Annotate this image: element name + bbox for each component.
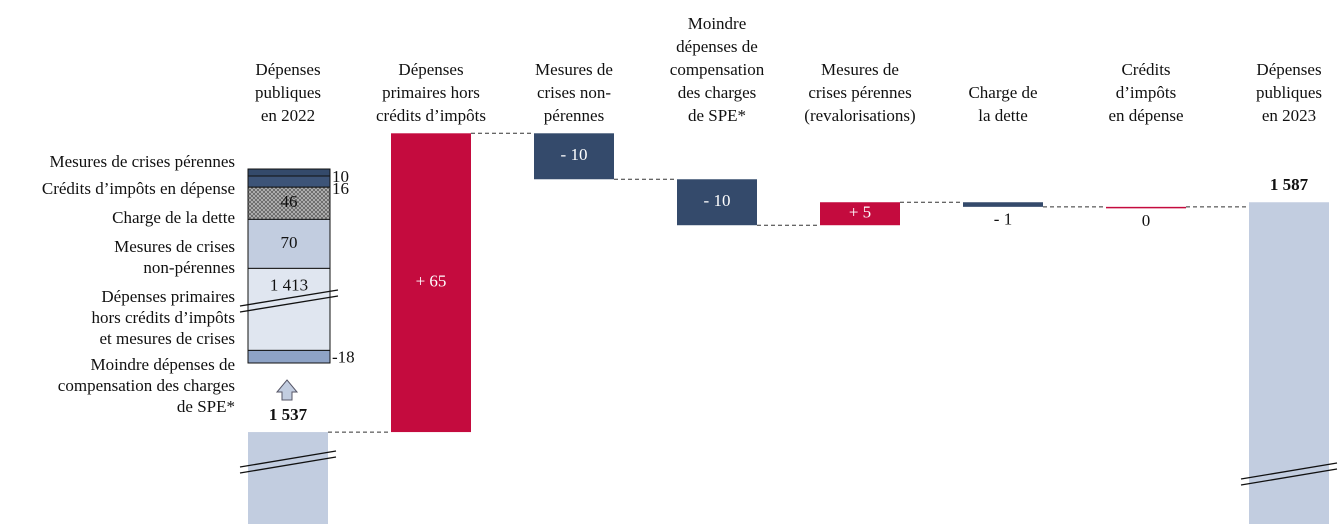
category-label: Mesures de [821, 60, 899, 79]
segment-label: Moindre dépenses de [91, 355, 235, 374]
axis-break [239, 295, 339, 313]
category-label: crédits d’impôts [376, 106, 486, 125]
category-label: Moindre [688, 14, 747, 33]
segment-value: 70 [281, 233, 298, 252]
segment-label: Crédits d’impôts en dépense [42, 179, 235, 198]
breakdown-segment [247, 175, 331, 188]
category-label: crises pérennes [808, 83, 911, 102]
breakdown-segment [247, 218, 331, 269]
category-label: publiques [255, 83, 321, 102]
value-label: - 10 [561, 145, 588, 164]
bar [391, 133, 471, 433]
category-label: (revalorisations) [804, 106, 915, 125]
category-label: Dépenses [398, 60, 463, 79]
bar [1106, 206, 1186, 209]
category-label: pérennes [544, 106, 604, 125]
value-label: 1 537 [269, 405, 308, 424]
breakdown-segment [247, 168, 331, 177]
segment-label: de SPE* [177, 397, 235, 416]
axis-break [1240, 462, 1338, 480]
category-label: crises non- [537, 83, 611, 102]
category-label: Crédits [1121, 60, 1170, 79]
segment-label: Charge de la dette [112, 208, 235, 227]
category-label: Mesures de [535, 60, 613, 79]
segment-value: -18 [332, 348, 355, 367]
value-label: + 5 [849, 203, 871, 222]
category-label: publiques [1256, 83, 1322, 102]
value-label: 0 [1142, 211, 1151, 230]
segment-value: 46 [281, 192, 298, 211]
segment-label: Mesures de crises pérennes [49, 152, 235, 171]
segment-label: hors crédits d’impôts [91, 308, 235, 327]
axis-break [239, 456, 337, 474]
segment-label: Dépenses primaires [101, 287, 235, 306]
bar [820, 202, 900, 226]
category-label: dépenses de [676, 37, 758, 56]
category-label: Charge de [968, 83, 1037, 102]
segment-value: 10 [332, 167, 349, 186]
segment-label: et mesures de crises [100, 329, 235, 348]
segment-value: 16 [332, 179, 349, 198]
category-label: Dépenses [1256, 60, 1321, 79]
segment-label: Mesures de crises [114, 237, 235, 256]
value-label: - 10 [704, 191, 731, 210]
axis-break [239, 289, 339, 307]
bar [963, 202, 1043, 207]
breakdown-segment [247, 349, 331, 364]
segment-label: non-pérennes [143, 258, 235, 277]
segment-label: compensation des charges [58, 376, 235, 395]
category-label: la dette [978, 106, 1028, 125]
category-label: en 2022 [261, 106, 315, 125]
category-label: en dépense [1108, 106, 1183, 125]
category-label: de SPE* [688, 106, 746, 125]
category-label: primaires hors [382, 83, 480, 102]
category-label: en 2023 [1262, 106, 1316, 125]
value-label: - 1 [994, 210, 1012, 229]
bar [677, 179, 757, 226]
value-label: + 65 [416, 272, 447, 291]
category-label: compensation [670, 60, 765, 79]
axis-break [1240, 468, 1338, 486]
category-label: Dépenses [255, 60, 320, 79]
bar [534, 133, 614, 180]
up-arrow [275, 379, 299, 401]
category-label: d’impôts [1116, 83, 1176, 102]
bar [248, 432, 328, 524]
axis-break [239, 450, 337, 468]
category-label: des charges [678, 83, 757, 102]
value-label: 1 587 [1270, 175, 1309, 194]
breakdown-segment [247, 267, 331, 351]
segment-value: 1 413 [270, 275, 308, 294]
